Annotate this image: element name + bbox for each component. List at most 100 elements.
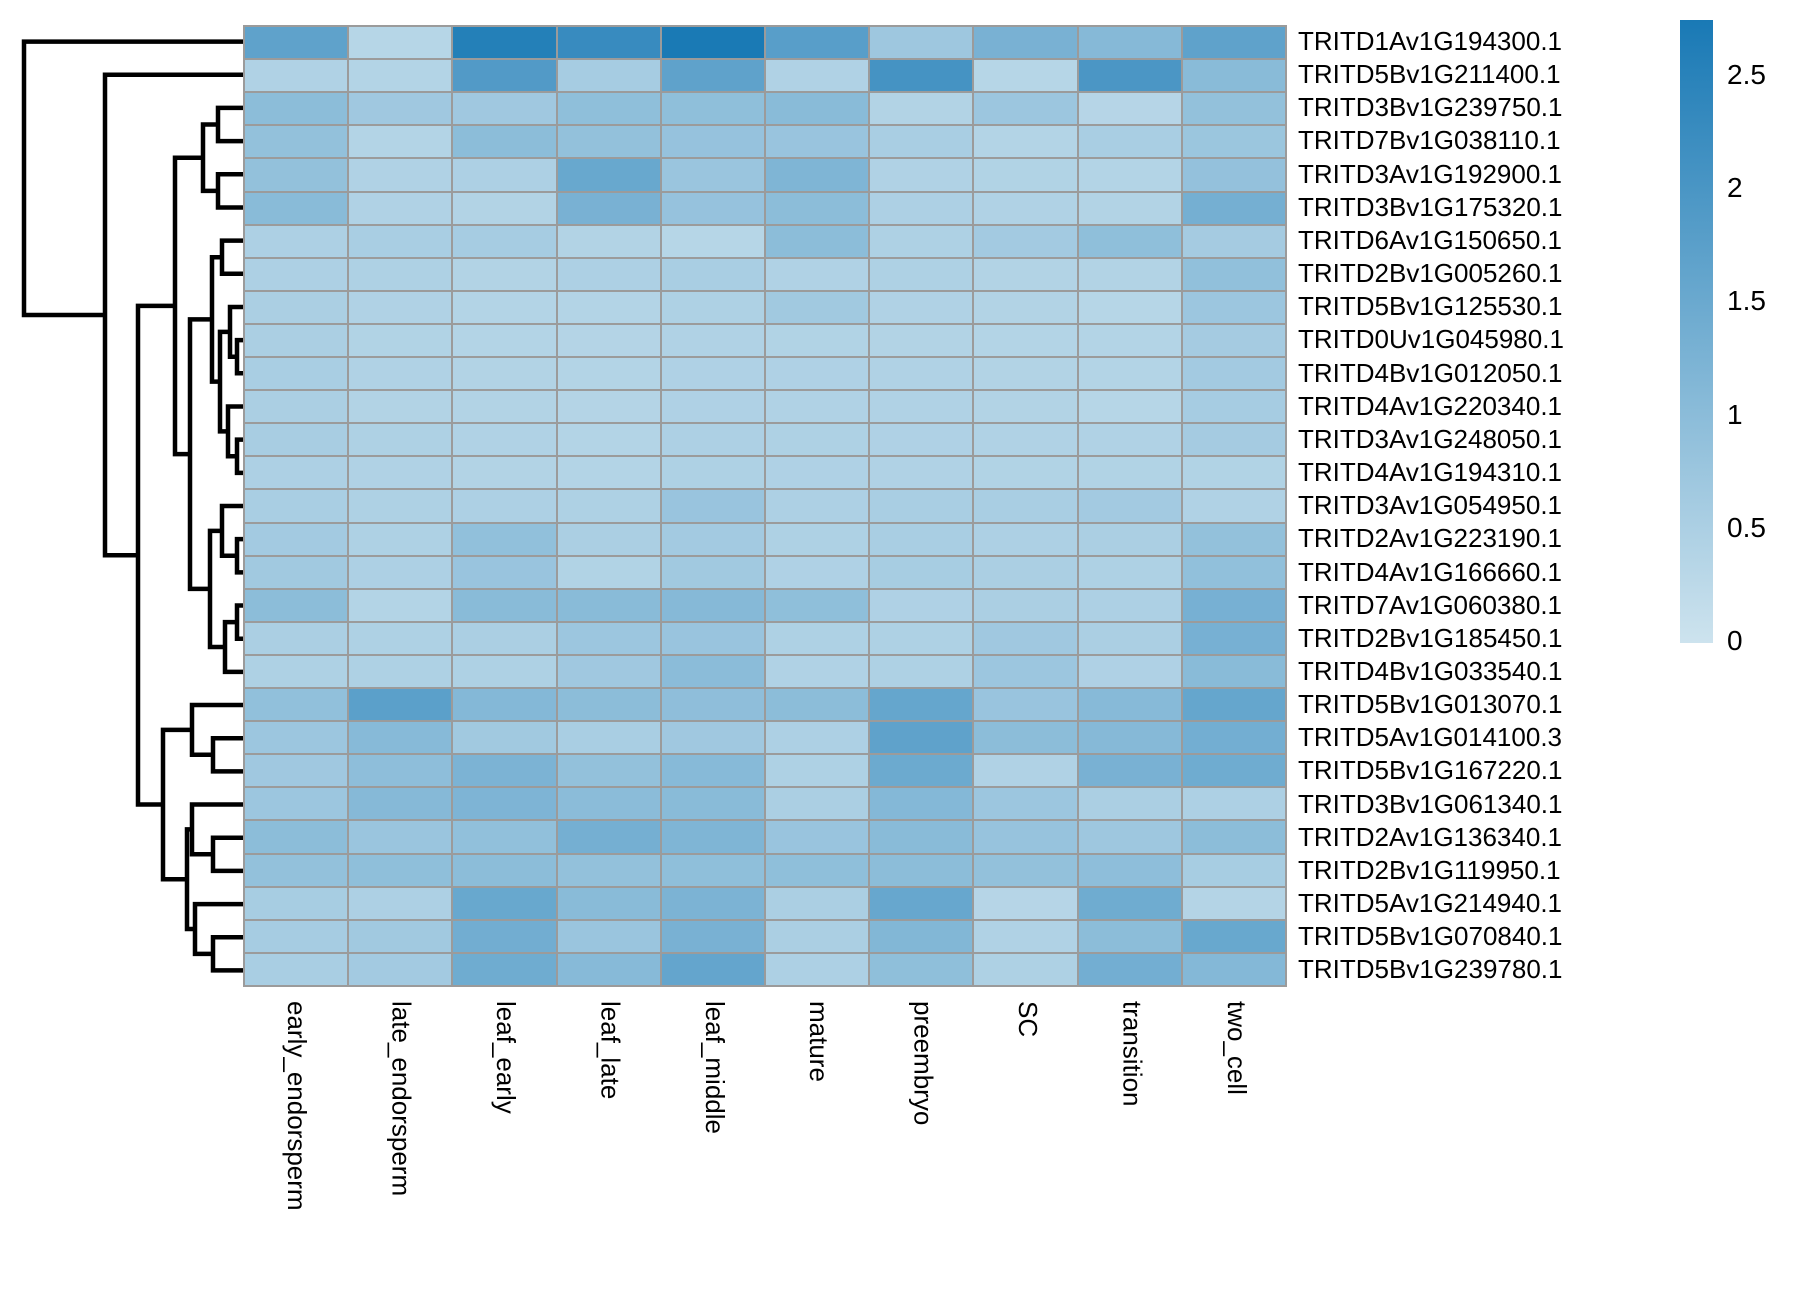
heatmap-cell [974, 126, 1077, 158]
heatmap-cell [661, 490, 764, 522]
heatmap-cell [765, 953, 869, 985]
heatmap-cell [870, 126, 973, 158]
heatmap-cell [349, 27, 452, 59]
heatmap-cell [661, 60, 764, 92]
heatmap-cell [1182, 225, 1285, 257]
heatmap-cell [349, 556, 452, 588]
heatmap-cell [661, 291, 764, 323]
dendrogram-branch [189, 702, 243, 758]
heatmap-cell [765, 689, 869, 721]
row-label: TRITD2Bv1G005260.1 [1298, 258, 1563, 289]
column-label: preembryo [908, 1001, 939, 1126]
heatmap-cell [557, 655, 660, 688]
heatmap-cell [765, 258, 869, 290]
heatmap-cell [245, 192, 348, 224]
heatmap-cell [245, 821, 348, 853]
column-label: transition [1117, 1001, 1148, 1107]
dendrogram-branch [219, 503, 243, 559]
heatmap-cell [974, 556, 1077, 588]
heatmap-cell [349, 689, 452, 721]
heatmap-cell [1078, 589, 1181, 621]
heatmap-cell [557, 755, 660, 787]
heatmap-cell [870, 258, 973, 290]
heatmap-cell [870, 887, 973, 919]
heatmap-cell [453, 457, 556, 489]
heatmap-cell [870, 722, 973, 754]
heatmap-cell [453, 523, 556, 555]
heatmap-cell [453, 689, 556, 721]
heatmap-cell [870, 60, 973, 92]
row-label: TRITD5Bv1G125530.1 [1298, 291, 1563, 322]
colorbar-tick-label: 1 [1727, 398, 1743, 430]
column-label: leaf_middle [699, 1001, 730, 1134]
heatmap-cell [245, 854, 348, 886]
heatmap-cell [765, 391, 869, 423]
heatmap-cell [453, 159, 556, 191]
heatmap-cell [661, 556, 764, 588]
heatmap-cell [557, 424, 660, 456]
heatmap-cell [1078, 887, 1181, 919]
row-label: TRITD0Uv1G045980.1 [1298, 324, 1564, 355]
heatmap-cell [1182, 920, 1285, 952]
column-label: two_cell [1221, 1001, 1252, 1095]
heatmap-cell [974, 589, 1077, 621]
heatmap-cell [765, 27, 869, 59]
heatmap-cell [1078, 258, 1181, 290]
heatmap-cell [661, 324, 764, 357]
heatmap-cell [870, 821, 973, 853]
heatmap-cell [1182, 622, 1285, 654]
heatmap-cell [557, 953, 660, 985]
heatmap-cell [661, 258, 764, 290]
heatmap-cell [349, 523, 452, 555]
heatmap-cell [557, 821, 660, 853]
heatmap-cell [870, 291, 973, 323]
heatmap-cell [349, 788, 452, 820]
heatmap-cell [349, 457, 452, 489]
heatmap-cell [974, 722, 1077, 754]
heatmap-cell [974, 93, 1077, 125]
heatmap-cell [1078, 722, 1181, 754]
row-label: TRITD5Bv1G013070.1 [1298, 689, 1563, 720]
heatmap-cell [453, 722, 556, 754]
heatmap-cell [870, 424, 973, 456]
dendrogram-branch [189, 802, 243, 857]
heatmap-cell [245, 27, 348, 59]
heatmap-cell [661, 589, 764, 621]
heatmap-cell [557, 159, 660, 191]
heatmap-cell [870, 27, 973, 59]
heatmap-cell [453, 490, 556, 522]
heatmap-cell [870, 755, 973, 787]
heatmap-cell [453, 225, 556, 257]
row-label: TRITD4Av1G194310.1 [1298, 457, 1562, 488]
heatmap-cell [453, 788, 556, 820]
heatmap-cell [1078, 953, 1181, 985]
heatmap-grid [243, 25, 1287, 987]
heatmap-cell [661, 920, 764, 952]
heatmap-cell [453, 291, 556, 323]
heatmap-cell [453, 655, 556, 688]
heatmap-cell [765, 324, 869, 357]
heatmap-cell [765, 556, 869, 588]
heatmap-cell [1078, 854, 1181, 886]
heatmap-cell [765, 424, 869, 456]
heatmap-cell [661, 93, 764, 125]
heatmap-cell [1078, 457, 1181, 489]
row-label: TRITD7Bv1G038110.1 [1298, 125, 1561, 156]
heatmap-cell [453, 192, 556, 224]
heatmap-cell [349, 655, 452, 688]
heatmap-cell [245, 324, 348, 357]
heatmap-cell [1078, 225, 1181, 257]
heatmap-cell [245, 953, 348, 985]
heatmap-cell [557, 60, 660, 92]
heatmap-cell [1078, 755, 1181, 787]
heatmap-cell [765, 60, 869, 92]
heatmap-cell [557, 589, 660, 621]
heatmap-cell [765, 291, 869, 323]
heatmap-cell [974, 291, 1077, 323]
heatmap-cell [661, 358, 764, 390]
heatmap-cell [1182, 788, 1285, 820]
row-label: TRITD5Bv1G070840.1 [1298, 921, 1563, 952]
heatmap-cell [453, 391, 556, 423]
heatmap-cell [765, 192, 869, 224]
